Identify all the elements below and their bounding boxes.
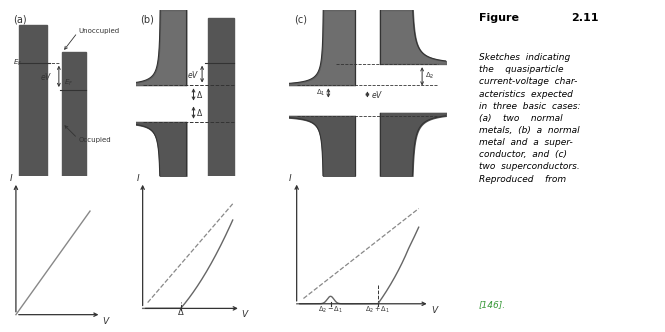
Text: $\Delta_2 - \Delta_1$: $\Delta_2 - \Delta_1$ (318, 305, 343, 315)
Polygon shape (63, 52, 86, 176)
Text: $\Delta_2 + \Delta_1$: $\Delta_2 + \Delta_1$ (366, 305, 390, 315)
Text: Unoccupied: Unoccupied (78, 28, 120, 34)
Text: $eV$: $eV$ (187, 69, 199, 80)
Polygon shape (207, 18, 233, 176)
Text: V: V (102, 317, 108, 326)
Text: $\Delta$: $\Delta$ (196, 89, 203, 100)
Text: I: I (136, 174, 139, 183)
Text: (c): (c) (294, 15, 307, 25)
Text: Occupied: Occupied (78, 137, 111, 143)
Text: V: V (241, 310, 248, 319)
Polygon shape (19, 25, 47, 176)
Text: I: I (10, 174, 13, 183)
Text: Sketches  indicating
the    quasiparticle
current-voltage  char-
acteristics  ex: Sketches indicating the quasiparticle cu… (479, 53, 580, 196)
Text: $E_F$: $E_F$ (64, 78, 72, 88)
Text: $\Delta_2$: $\Delta_2$ (425, 71, 435, 81)
Text: $eV$: $eV$ (370, 89, 383, 100)
Text: 2.11: 2.11 (571, 13, 598, 23)
Text: $eV$: $eV$ (39, 71, 52, 82)
Text: $\Delta$: $\Delta$ (177, 306, 184, 317)
Text: $\Delta$: $\Delta$ (196, 107, 203, 118)
Text: V: V (431, 305, 437, 314)
Text: [146].: [146]. (479, 300, 506, 309)
Text: (a): (a) (13, 15, 27, 25)
Text: (b): (b) (140, 15, 154, 25)
Text: I: I (289, 174, 291, 183)
Text: $\Delta_1$: $\Delta_1$ (316, 88, 325, 98)
Text: Figure: Figure (479, 13, 519, 23)
Text: $E_F$: $E_F$ (13, 58, 23, 68)
